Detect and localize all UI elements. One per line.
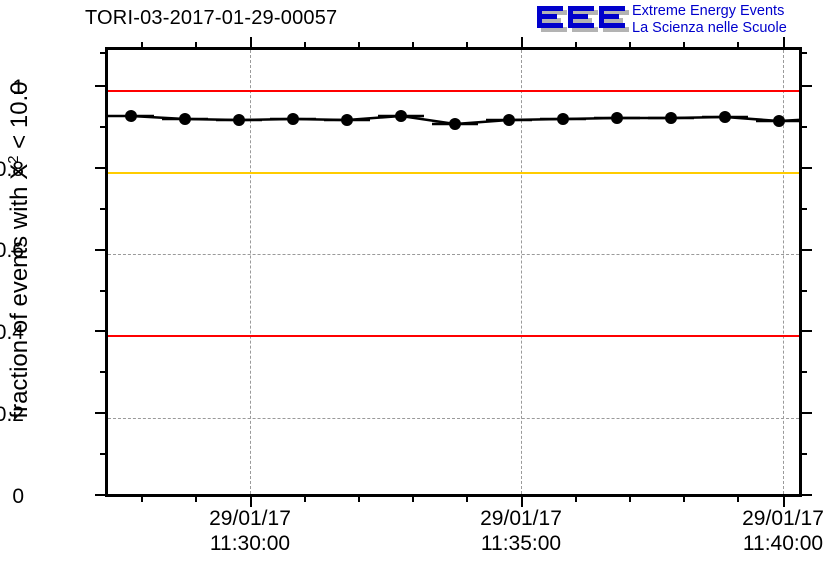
eee-logo-text: Extreme Energy Events La Scienza nelle S… (632, 3, 836, 37)
x-tick-minor (358, 494, 360, 502)
data-point (503, 114, 515, 126)
y-tick-major-right (799, 85, 812, 87)
y-tick-minor (100, 453, 108, 456)
data-series-layer (108, 110, 799, 130)
reference-line-lower-red (108, 335, 799, 338)
y-tick-major-right (799, 248, 812, 251)
x-tick-major-top (250, 37, 252, 50)
y-tick-minor-right (799, 453, 807, 456)
x-tick-minor-top (412, 42, 414, 50)
x-tick-minor-top (683, 42, 685, 50)
x-tick-minor-top (466, 42, 468, 50)
x-tick-minor (629, 494, 631, 502)
x-tick-label-date: 29/01/17 (742, 507, 824, 530)
x-tick-minor (304, 494, 306, 502)
y-tick-major-right (799, 166, 812, 169)
chart-title: TORI-03-2017-01-29-00057 (85, 7, 338, 29)
data-point (233, 114, 245, 126)
y-tick-minor (100, 125, 108, 128)
series-markers (125, 110, 785, 130)
x-tick-label-time: 11:30:00 (209, 532, 291, 555)
data-point (179, 113, 191, 125)
data-point (773, 115, 785, 127)
y-tick-major (95, 166, 108, 169)
x-tick-minor (575, 494, 577, 502)
data-point (395, 110, 407, 122)
reference-line-yellow-warning (108, 171, 799, 174)
x-tick-minor (141, 494, 143, 502)
y-tick-minor-right (799, 371, 807, 374)
x-tick-label-date: 29/01/17 (480, 507, 562, 530)
y-tick-label: 0.4 (0, 321, 24, 344)
eee-logo: Extreme Energy Events La Scienza nelle S… (534, 2, 834, 42)
eee-logo-line1: Extreme Energy Events (632, 3, 785, 19)
x-tick-minor (412, 494, 414, 502)
y-tick-major-right (799, 494, 812, 496)
y-tick-major-right (799, 412, 812, 415)
y-tick-label: 0.2 (0, 403, 24, 426)
x-tick-minor-top (737, 42, 739, 50)
data-point (287, 113, 299, 125)
y-tick-minor-right (799, 289, 807, 292)
y-tick-minor (100, 289, 108, 292)
gridline-horizontal (108, 417, 799, 419)
y-tick-minor-right (799, 125, 807, 128)
y-tick-major (95, 85, 108, 87)
y-tick-major (95, 330, 108, 333)
y-tick-minor (100, 207, 108, 210)
y-tick-minor (100, 52, 108, 54)
plot-area (95, 37, 812, 507)
x-tick-label-time: 11:35:00 (480, 532, 562, 555)
eee-logo-line2: La Scienza nelle Scuole (632, 20, 787, 36)
y-tick-label: 0.6 (0, 239, 24, 262)
x-tick-label-time: 11:40:00 (742, 532, 824, 555)
gridline-vertical (250, 50, 251, 494)
x-tick-minor (195, 494, 197, 502)
x-tick-major (521, 494, 523, 507)
y-tick-major (95, 494, 108, 496)
x-tick-major-top (783, 37, 785, 50)
gridline-horizontal (108, 254, 799, 256)
data-point (665, 112, 677, 124)
y-tick-label: 1 (12, 76, 24, 99)
plot-inner (108, 50, 799, 494)
x-tick-major-top (521, 37, 523, 50)
x-tick-major (250, 494, 252, 507)
gridline-vertical (521, 50, 522, 494)
data-point (557, 113, 569, 125)
reference-line-upper-red (108, 89, 799, 92)
data-point (341, 114, 353, 126)
data-point (611, 112, 623, 124)
y-tick-minor (100, 371, 108, 374)
y-tick-minor-right (799, 207, 807, 210)
y-tick-major-right (799, 330, 812, 333)
x-tick-minor (737, 494, 739, 502)
x-tick-label: 29/01/17 11:35:00 (480, 506, 562, 556)
y-tick-label: 0.8 (0, 158, 24, 181)
x-tick-major (783, 494, 785, 507)
x-tick-minor-top (629, 42, 631, 50)
y-tick-label: 0 (12, 485, 24, 508)
x-tick-minor-top (575, 42, 577, 50)
x-tick-minor (683, 494, 685, 502)
x-tick-label-date: 29/01/17 (209, 507, 291, 530)
eee-logo-mark-icon (537, 6, 629, 32)
y-tick-minor-right (799, 52, 807, 54)
data-point (449, 118, 461, 130)
x-tick-label: 29/01/17 11:40:00 (742, 506, 824, 556)
x-tick-minor-top (195, 42, 197, 50)
x-tick-minor-top (304, 42, 306, 50)
x-tick-label: 29/01/17 11:30:00 (209, 506, 291, 556)
y-tick-major (95, 248, 108, 251)
x-tick-minor-top (141, 42, 143, 50)
gridline-vertical (783, 50, 784, 494)
data-point (125, 110, 137, 122)
y-tick-major (95, 412, 108, 415)
x-tick-minor (466, 494, 468, 502)
x-tick-minor-top (358, 42, 360, 50)
data-point (719, 111, 731, 123)
